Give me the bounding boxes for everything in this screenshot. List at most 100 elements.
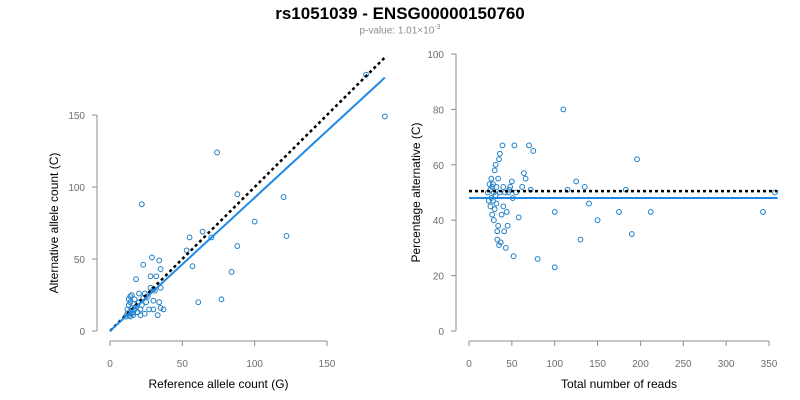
- data-point: [551, 264, 558, 271]
- data-point: [616, 208, 622, 215]
- data-point: [141, 310, 148, 317]
- data-point: [490, 217, 497, 224]
- data-point: [508, 178, 515, 185]
- p-value-exponent: -3: [434, 24, 441, 31]
- data-point: [493, 200, 500, 207]
- data-point: [505, 189, 512, 196]
- data-point: [218, 296, 225, 303]
- x-tick-label: 300: [718, 359, 735, 370]
- data-point: [503, 208, 510, 215]
- x-tick-label: 200: [632, 359, 649, 370]
- y-tick-label: 150: [68, 111, 85, 122]
- data-point: [573, 178, 580, 185]
- data-point: [494, 228, 501, 235]
- y-tick-label: 50: [74, 255, 86, 266]
- x-tick-label: 0: [107, 359, 113, 370]
- data-point: [506, 186, 513, 193]
- data-point: [520, 170, 527, 177]
- data-point: [511, 142, 518, 149]
- y-tick-label: 20: [433, 272, 445, 283]
- data-point: [487, 203, 494, 210]
- data-point: [138, 201, 145, 208]
- data-point: [183, 247, 190, 254]
- data-point: [195, 299, 202, 306]
- data-point: [488, 175, 495, 182]
- y-tick-label: 0: [438, 327, 444, 338]
- data-point: [760, 208, 766, 215]
- data-point: [504, 222, 511, 229]
- data-point: [594, 217, 601, 224]
- data-point: [534, 256, 541, 262]
- data-point: [634, 156, 640, 163]
- data-point: [519, 184, 526, 190]
- chart-title: rs1051039 - ENSG00000150760: [275, 4, 525, 23]
- data-point: [510, 253, 517, 260]
- data-point: [495, 222, 502, 229]
- data-point: [234, 243, 241, 249]
- y-tick-label: 40: [433, 216, 445, 227]
- x-axis-label: Reference allele count (G): [148, 377, 288, 391]
- x-tick-label: 50: [177, 359, 189, 370]
- data-point: [500, 184, 507, 190]
- data-point: [497, 239, 504, 246]
- data-point: [530, 148, 537, 154]
- x-tick-label: 0: [466, 359, 472, 370]
- data-point: [560, 106, 567, 113]
- data-point: [498, 211, 505, 218]
- data-point: [150, 306, 157, 313]
- data-point: [189, 263, 196, 270]
- data-point: [581, 184, 588, 190]
- data-point: [127, 293, 134, 300]
- y-axis-label: Alternative allele count (C): [47, 153, 61, 294]
- data-point: [501, 228, 508, 235]
- fitted-line: [109, 76, 386, 332]
- data-point: [515, 214, 522, 221]
- data-point: [502, 245, 509, 251]
- p-value-subtitle: p-value: 1.01×10-3: [359, 24, 441, 37]
- data-point: [490, 181, 496, 188]
- y-axis-label: Percentage alternative (C): [409, 122, 423, 262]
- data-point: [150, 297, 157, 304]
- data-point: [133, 276, 139, 283]
- data-point: [154, 312, 161, 319]
- x-tick-label: 150: [319, 359, 336, 370]
- data-point: [500, 203, 507, 210]
- x-tick-label: 350: [761, 359, 778, 370]
- data-point: [199, 228, 206, 235]
- data-point: [134, 309, 141, 316]
- data-point: [143, 299, 150, 306]
- data-point: [492, 161, 499, 168]
- data-point: [507, 184, 514, 190]
- data-point: [208, 234, 215, 241]
- data-point: [495, 175, 502, 182]
- data-point: [283, 233, 290, 239]
- data-point: [280, 194, 287, 200]
- data-point: [157, 266, 164, 272]
- data-point: [647, 208, 654, 215]
- data-point: [130, 312, 137, 319]
- x-axis-label: Total number of reads: [561, 377, 677, 391]
- data-point: [136, 290, 142, 297]
- data-point: [522, 175, 529, 182]
- data-point: [586, 200, 592, 207]
- x-tick-label: 100: [546, 359, 563, 370]
- allele-count-scatter-plot: 0 50 100 150 0 50 100 150 Reference allele count…: [47, 56, 388, 391]
- data-point: [234, 191, 241, 198]
- data-point: [526, 142, 532, 149]
- data-point: [156, 299, 163, 306]
- data-point: [127, 313, 134, 320]
- reference-dotted-line: [109, 56, 386, 332]
- data-point: [513, 189, 520, 196]
- data-point: [496, 156, 502, 163]
- data-point: [147, 273, 154, 280]
- data-point: [149, 254, 155, 261]
- x-tick-label: 250: [675, 359, 692, 370]
- x-tick-label: 100: [246, 359, 263, 370]
- data-point: [499, 142, 506, 149]
- x-tick-label: 50: [506, 359, 518, 370]
- data-point: [496, 150, 503, 157]
- data-point: [127, 299, 134, 306]
- data-point: [131, 296, 138, 303]
- data-point: [156, 257, 163, 264]
